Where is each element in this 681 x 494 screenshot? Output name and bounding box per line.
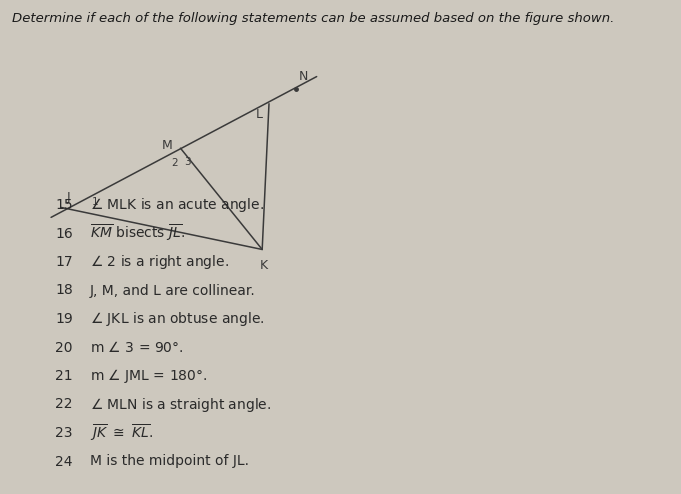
Text: 1: 1	[91, 197, 98, 207]
Text: 19: 19	[55, 312, 73, 326]
Text: 16: 16	[55, 227, 73, 241]
Text: 24: 24	[55, 454, 72, 468]
Text: $\overline{KM}$ bisects $\overline{JL}$.: $\overline{KM}$ bisects $\overline{JL}$.	[90, 223, 185, 244]
Text: $\overline{JK}$ $\cong$ $\overline{KL}$.: $\overline{JK}$ $\cong$ $\overline{KL}$.	[90, 422, 153, 444]
Text: m $\angle$ JML = 180$°$.: m $\angle$ JML = 180$°$.	[90, 367, 207, 385]
Text: $\angle$ MLN is a straight angle.: $\angle$ MLN is a straight angle.	[90, 396, 271, 413]
Text: M is the midpoint of JL.: M is the midpoint of JL.	[90, 454, 249, 468]
Text: Determine if each of the following statements can be assumed based on the figure: Determine if each of the following state…	[12, 12, 614, 25]
Text: K: K	[260, 259, 268, 273]
Text: 22: 22	[55, 398, 72, 412]
Text: 3: 3	[185, 157, 191, 167]
Text: M: M	[161, 139, 172, 152]
Text: $\angle$ MLK is an acute angle.: $\angle$ MLK is an acute angle.	[90, 196, 264, 214]
Text: 15: 15	[55, 198, 73, 212]
Text: J, M, and L are collinear.: J, M, and L are collinear.	[90, 284, 256, 297]
Text: 2: 2	[171, 158, 178, 168]
Text: $\angle$ JKL is an obtuse angle.: $\angle$ JKL is an obtuse angle.	[90, 310, 264, 328]
Text: 20: 20	[55, 340, 72, 355]
Text: $\angle$ 2 is a right angle.: $\angle$ 2 is a right angle.	[90, 253, 229, 271]
Text: 21: 21	[55, 369, 73, 383]
Text: J: J	[67, 191, 70, 204]
Text: 23: 23	[55, 426, 72, 440]
Text: 17: 17	[55, 255, 73, 269]
Text: N: N	[299, 70, 308, 83]
Text: m $\angle$ 3 = 90$°$.: m $\angle$ 3 = 90$°$.	[90, 340, 183, 355]
Text: 18: 18	[55, 284, 73, 297]
Text: L: L	[256, 108, 263, 121]
